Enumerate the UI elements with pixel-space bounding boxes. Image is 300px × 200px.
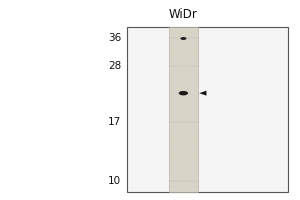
Ellipse shape — [179, 91, 188, 95]
Bar — [127, 27, 288, 192]
Ellipse shape — [180, 37, 186, 40]
Text: 17: 17 — [108, 117, 121, 127]
Text: 36: 36 — [108, 33, 121, 43]
Text: 10: 10 — [108, 176, 121, 186]
Polygon shape — [199, 91, 206, 96]
Text: WiDr: WiDr — [169, 8, 198, 21]
Text: 28: 28 — [108, 61, 121, 71]
Bar — [169, 27, 198, 192]
